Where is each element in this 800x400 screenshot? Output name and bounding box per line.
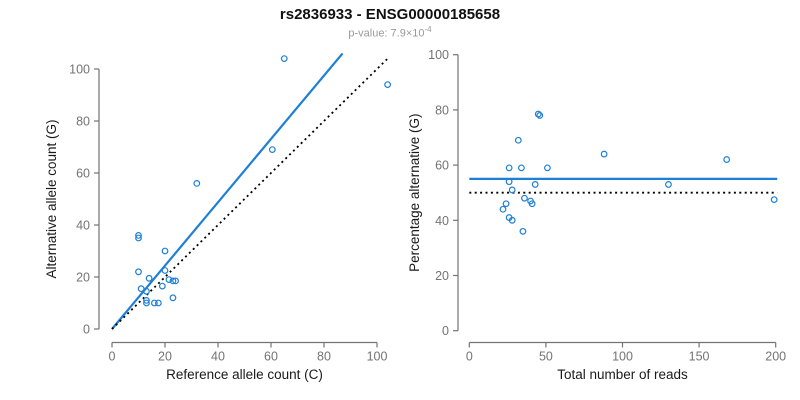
pvalue-text: p-value: 7.9×10 [348, 27, 425, 40]
data-point [154, 299, 162, 307]
figure-subtitle: p-value: 7.9×10-4 [0, 25, 780, 40]
x-tick-label: 100 [612, 350, 633, 364]
data-point [161, 247, 169, 255]
x-tick-label: 60 [264, 350, 278, 364]
panel-2: 0 20 40 60 80 100 0 50 100 150 200 Total number of … [407, 48, 786, 382]
data-point [384, 81, 392, 88]
data-point [280, 55, 288, 62]
y-axis-label: Alternative allele count (G) [44, 119, 59, 278]
pvalue-exponent: -4 [424, 25, 432, 34]
data-point [531, 181, 539, 188]
data-point [158, 282, 166, 290]
figure-title: rs2836933 - ENSG00000185658 [279, 6, 501, 23]
data-point [544, 164, 551, 172]
x-axis-label: Reference allele count (C) [166, 367, 323, 382]
data-point [528, 200, 536, 208]
data-point [723, 156, 731, 163]
y-tick-label: 0 [83, 323, 90, 337]
data-point [169, 277, 177, 285]
y-tick-label: 60 [435, 159, 449, 173]
data-point [143, 299, 150, 307]
data-point [143, 297, 150, 304]
x-tick-label: 150 [689, 350, 710, 364]
x-tick-label: 20 [158, 350, 172, 364]
data-point [165, 276, 173, 284]
data-point [600, 150, 608, 158]
data-point [135, 268, 142, 276]
data-point [502, 200, 510, 208]
data-point [517, 164, 525, 172]
x-tick-label: 0 [109, 350, 116, 364]
data-point [135, 231, 142, 239]
panel-1: 0 20 40 60 80 100 0 20 40 60 80 100 Reference allele… [44, 52, 392, 382]
data-point [193, 179, 201, 187]
x-tick-label: 100 [367, 350, 388, 364]
x-tick-label: 0 [466, 350, 473, 364]
data-point [770, 196, 778, 204]
data-point [534, 110, 542, 118]
data-point [536, 112, 544, 119]
x-tick-label: 50 [539, 350, 553, 364]
data-point [508, 216, 516, 224]
x-tick-label: 40 [211, 350, 225, 364]
y-tick-label: 80 [76, 115, 90, 129]
identity-line [111, 57, 389, 330]
data-point [505, 178, 513, 186]
data-point [135, 234, 142, 242]
y-tick-label: 40 [76, 219, 90, 233]
y-tick-label: 40 [435, 214, 449, 228]
data-point [499, 205, 507, 213]
data-point [137, 285, 145, 293]
data-point [172, 277, 180, 285]
data-point [150, 299, 158, 307]
x-axis-label: Total number of reads [557, 367, 688, 382]
x-tick-label: 200 [765, 350, 786, 364]
data-point [521, 194, 528, 202]
y-tick-label: 0 [442, 324, 449, 338]
y-tick-label: 60 [76, 167, 90, 181]
regression-line [111, 52, 344, 330]
data-point [161, 267, 169, 274]
data-point [169, 294, 177, 302]
data-point [143, 287, 150, 295]
y-tick-label: 100 [69, 63, 90, 77]
x-tick-label: 80 [317, 350, 331, 364]
data-point [519, 227, 527, 235]
y-axis-label: Percentage alternative (G) [407, 114, 422, 272]
y-tick-label: 100 [428, 48, 449, 62]
y-tick-label: 80 [435, 103, 449, 117]
data-point [514, 136, 522, 144]
data-point [665, 181, 672, 188]
y-tick-label: 20 [76, 271, 90, 285]
data-point [508, 186, 516, 194]
data-point [268, 146, 276, 154]
data-point [145, 274, 153, 282]
y-tick-label: 20 [435, 269, 449, 283]
data-point [505, 164, 513, 172]
